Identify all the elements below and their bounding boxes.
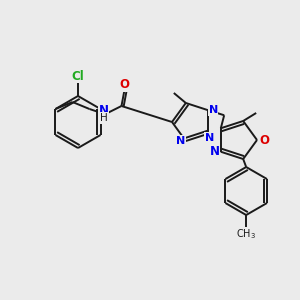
Text: Cl: Cl: [72, 70, 84, 83]
Text: H: H: [100, 113, 107, 123]
Text: N: N: [210, 145, 220, 158]
Text: O: O: [119, 79, 130, 92]
Text: CH$_3$: CH$_3$: [236, 227, 256, 241]
Text: N: N: [98, 104, 109, 118]
Text: N: N: [208, 105, 218, 115]
Text: N: N: [176, 136, 185, 146]
Text: O: O: [259, 134, 269, 146]
Text: N: N: [205, 133, 214, 143]
